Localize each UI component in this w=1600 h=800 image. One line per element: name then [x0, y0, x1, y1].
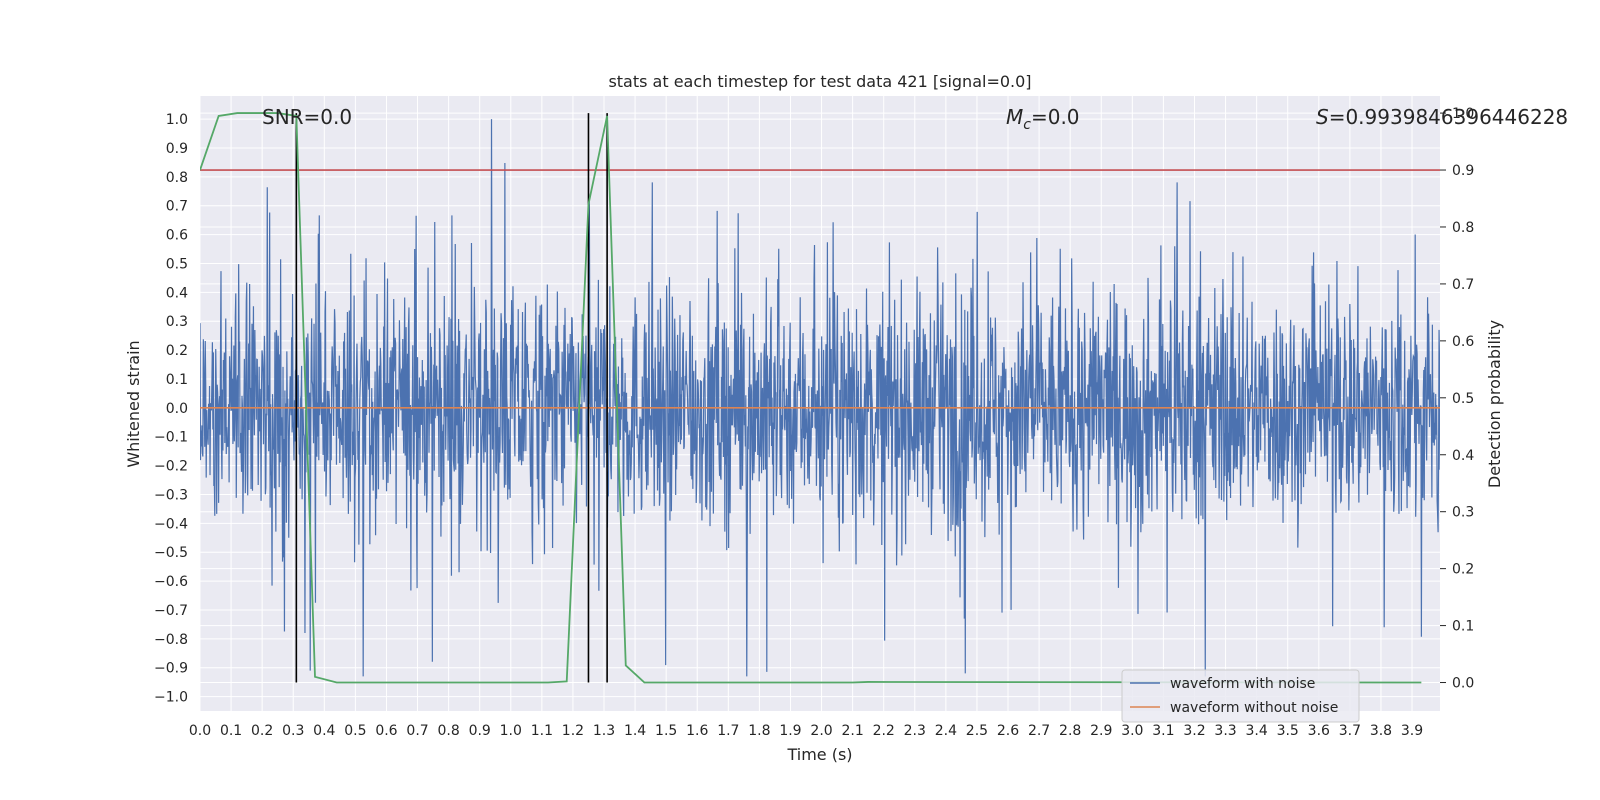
y-axis-right-label: Detection probability: [1485, 320, 1504, 488]
y-tick-label: −0.3: [154, 487, 188, 503]
x-tick-label: 1.2: [562, 723, 584, 739]
x-tick-label: 3.4: [1246, 723, 1268, 739]
x-tick-label: 1.5: [655, 723, 677, 739]
y-tick-label: −1.0: [154, 690, 188, 706]
legend-label-noise: waveform with noise: [1170, 676, 1315, 692]
s-value: =0.9939846396446228: [1329, 105, 1568, 129]
y-right-tick-label: 1.0: [1452, 106, 1474, 122]
x-axis-label: Time (s): [786, 745, 852, 764]
y-tick-label: 1.0: [166, 112, 188, 128]
y-right-tick-label: 0.1: [1452, 619, 1474, 635]
x-tick-label: 2.0: [810, 723, 832, 739]
y-right-tick-label: 0.9: [1452, 163, 1474, 179]
x-tick-label: 0.2: [251, 723, 273, 739]
y-tick-label: 0.8: [166, 170, 188, 186]
y-tick-label: 0.3: [166, 314, 188, 330]
y-tick-label: 0.2: [166, 343, 188, 359]
x-tick-label: 2.2: [873, 723, 895, 739]
y-tick-label: 0.4: [166, 285, 188, 301]
y-right-tick-label: 0.8: [1452, 220, 1474, 236]
y-tick-label: −0.7: [154, 603, 188, 619]
x-tick-label: 0.0: [189, 723, 211, 739]
x-tick-label: 0.5: [344, 723, 366, 739]
x-tick-label: 1.9: [779, 723, 801, 739]
chart-title: stats at each timestep for test data 421…: [608, 72, 1031, 91]
mc-value: =0.0: [1031, 105, 1080, 129]
x-tick-label: 0.1: [220, 723, 242, 739]
x-tick-label: 1.1: [531, 723, 553, 739]
snr-annotation: SNR=0.0: [262, 105, 352, 129]
x-tick-label: 0.6: [375, 723, 397, 739]
series-detection-probability: [200, 112, 1422, 684]
x-tick-label: 3.5: [1277, 723, 1299, 739]
x-tick-label: 3.6: [1308, 723, 1330, 739]
y-axis: 1.0 0.9 0.8 0.7 0.6 0.5 0.4 0.3 0.2 0.1 0.0 −0.1 −0.…: [154, 112, 188, 705]
x-tick-label: 1.8: [748, 723, 770, 739]
y-right-tick-label: 0.6: [1452, 334, 1474, 350]
series-waveform-with-noise: [200, 119, 1440, 677]
x-tick-label: 3.8: [1370, 723, 1392, 739]
y-tick-label: −0.1: [154, 430, 188, 446]
y-axis-label: Whitened strain: [124, 340, 143, 467]
x-tick-label: 2.8: [1059, 723, 1081, 739]
y-right-tick-label: 0.0: [1452, 676, 1474, 692]
x-tick-label: 2.3: [904, 723, 926, 739]
y-tick-label: 0.5: [166, 256, 188, 272]
y-tick-label: −0.8: [154, 632, 188, 648]
y-tick-label: 0.7: [166, 199, 188, 215]
x-tick-label: 1.3: [593, 723, 615, 739]
y-tick-label: 0.1: [166, 372, 188, 388]
x-tick-label: 0.3: [282, 723, 304, 739]
x-tick-label: 3.1: [1152, 723, 1174, 739]
x-tick-label: 2.7: [1028, 723, 1050, 739]
x-tick-label: 3.7: [1339, 723, 1361, 739]
y-tick-label: −0.2: [154, 459, 188, 475]
x-tick-label: 3.2: [1183, 723, 1205, 739]
y-tick-label: −0.9: [154, 661, 188, 677]
y-tick-label: 0.0: [166, 401, 188, 417]
mc-annotation: Mc=0.0: [1006, 105, 1080, 133]
s-annotation: S=0.9939846396446228: [1316, 105, 1568, 129]
x-tick-label: 3.3: [1214, 723, 1236, 739]
y-axis-right: 1.0 0.9 0.8 0.7 0.6 0.5 0.4 0.3 0.2 0.1 0.0: [1440, 106, 1474, 692]
s-symbol: S: [1316, 105, 1329, 129]
data-layer: [200, 112, 1440, 684]
x-tick-label: 2.5: [966, 723, 988, 739]
x-tick-label: 0.7: [406, 723, 428, 739]
x-tick-label: 0.4: [313, 723, 335, 739]
x-tick-label: 3.9: [1401, 723, 1423, 739]
y-tick-label: −0.5: [154, 545, 188, 561]
x-tick-label: 2.6: [997, 723, 1019, 739]
x-tick-label: 3.0: [1121, 723, 1143, 739]
x-tick-label: 0.8: [437, 723, 459, 739]
y-tick-label: 0.9: [166, 141, 188, 157]
x-tick-label: 1.7: [717, 723, 739, 739]
legend: waveform with noise waveform without noi…: [1121, 669, 1360, 723]
x-tick-label: 2.4: [935, 723, 957, 739]
x-tick-label: 1.6: [686, 723, 708, 739]
x-tick-label: 1.4: [624, 723, 646, 739]
x-tick-label: 2.9: [1090, 723, 1112, 739]
mc-subscript: c: [1023, 117, 1031, 133]
y-right-tick-label: 0.2: [1452, 562, 1474, 578]
mc-symbol: M: [1006, 105, 1023, 129]
y-right-tick-label: 0.4: [1452, 448, 1474, 464]
x-axis: 0.0 0.1 0.2 0.3 0.4 0.5 0.6 0.7 0.8 0.9 1.0 1.1 1.2 1…: [189, 723, 1423, 739]
y-right-tick-label: 0.3: [1452, 505, 1474, 521]
legend-box: [1121, 669, 1360, 723]
y-right-tick-label: 0.5: [1452, 391, 1474, 407]
x-tick-label: 0.9: [469, 723, 491, 739]
y-right-tick-label: 0.7: [1452, 277, 1474, 293]
x-tick-label: 2.1: [841, 723, 863, 739]
legend-label-clean: waveform without noise: [1170, 700, 1338, 716]
x-tick-label: 1.0: [500, 723, 522, 739]
y-tick-label: −0.4: [154, 516, 188, 532]
y-tick-label: 0.6: [166, 228, 188, 244]
y-tick-label: −0.6: [154, 574, 188, 590]
